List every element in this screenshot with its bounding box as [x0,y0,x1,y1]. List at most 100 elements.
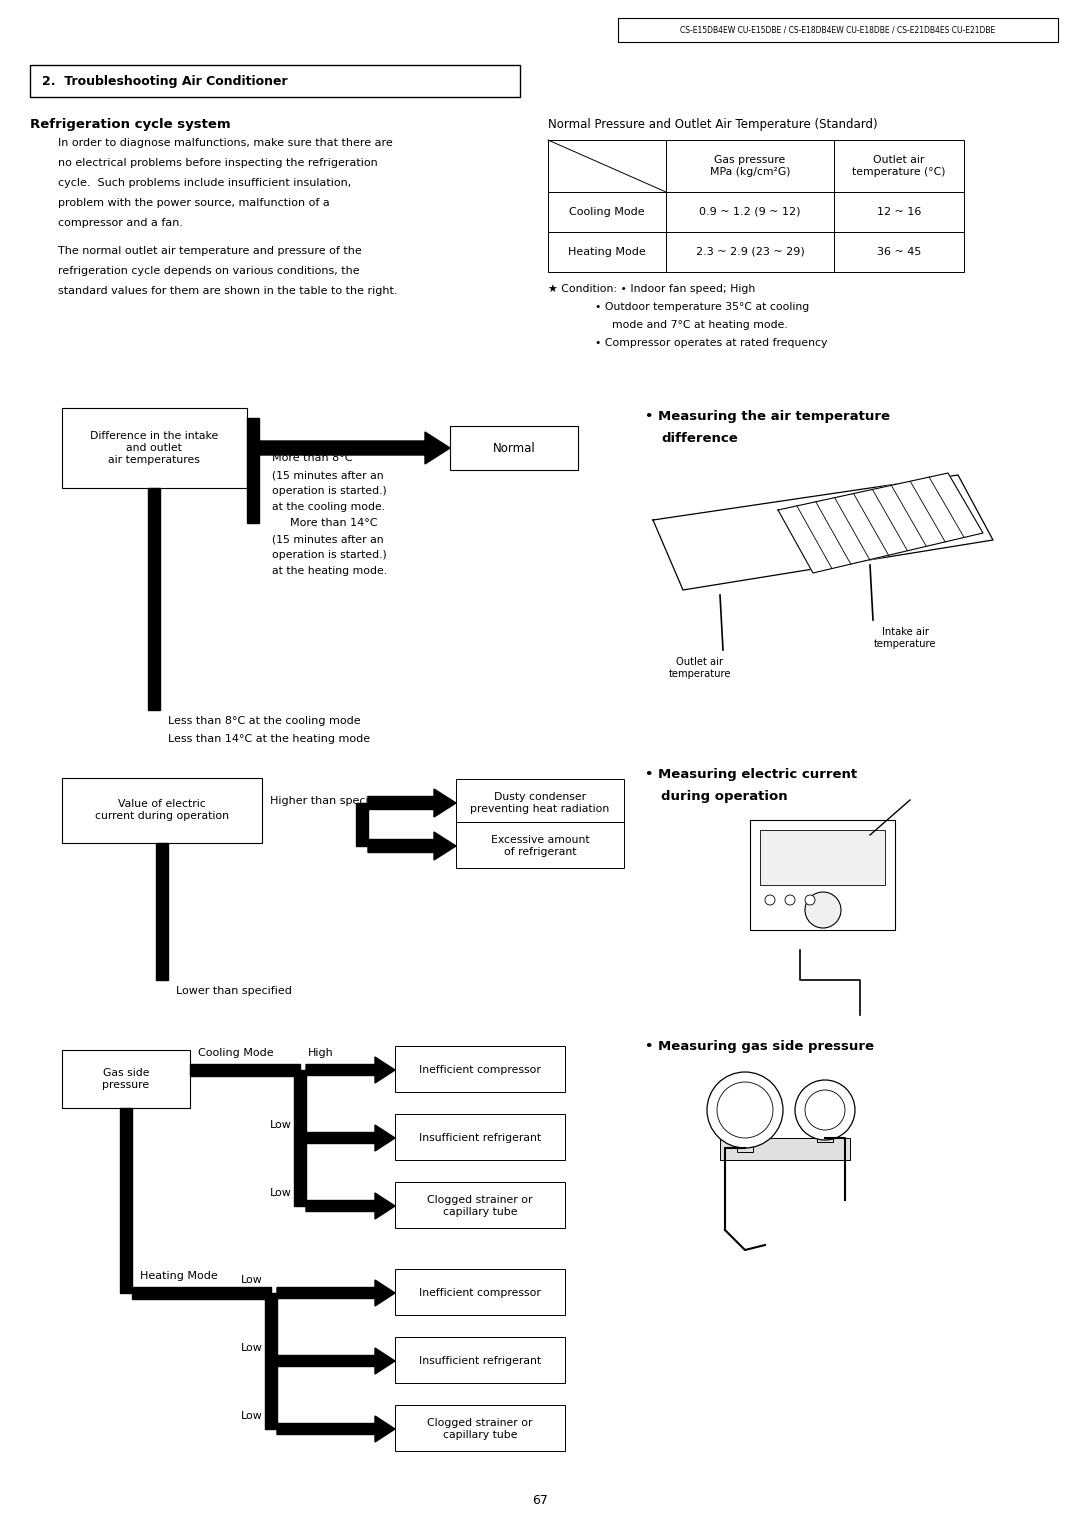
Polygon shape [148,487,160,711]
Text: CS-E15DB4EW CU-E15DBE / CS-E18DB4EW CU-E18DBE / CS-E21DB4ES CU-E21DBE: CS-E15DB4EW CU-E15DBE / CS-E18DB4EW CU-E… [680,26,996,35]
Text: 2.3 ~ 2.9 (23 ~ 29): 2.3 ~ 2.9 (23 ~ 29) [696,248,805,257]
Text: refrigeration cycle depends on various conditions, the: refrigeration cycle depends on various c… [58,266,360,277]
FancyArrow shape [306,1125,395,1151]
Text: 0.9 ~ 1.2 (9 ~ 12): 0.9 ~ 1.2 (9 ~ 12) [699,206,800,217]
Text: More than 14°C: More than 14°C [291,518,378,529]
Bar [666,141,834,193]
Text: (15 minutes after an: (15 minutes after an [272,533,383,544]
Text: Normal Pressure and Outlet Air Temperature (Standard): Normal Pressure and Outlet Air Temperatu… [548,118,878,131]
Text: cycle.  Such problems include insufficient insulation,: cycle. Such problems include insufficien… [58,177,351,188]
Bar [395,1114,565,1160]
Text: • Compressor operates at rated frequency: • Compressor operates at rated frequency [595,338,827,348]
Bar [456,779,624,825]
Bar [395,1337,565,1383]
Text: at the heating mode.: at the heating mode. [272,565,387,576]
Text: Refrigeration cycle system: Refrigeration cycle system [30,118,231,131]
Circle shape [717,1082,773,1138]
Bar [395,1183,565,1229]
Polygon shape [132,1287,271,1299]
Polygon shape [120,1108,132,1293]
Text: • Measuring electric current: • Measuring electric current [645,769,858,781]
Text: during operation: during operation [661,790,787,804]
FancyArrow shape [276,1280,395,1306]
Polygon shape [156,843,168,979]
FancyArrow shape [276,1348,395,1374]
Circle shape [707,1073,783,1148]
Text: Value of electric
current during operation: Value of electric current during operati… [95,799,229,821]
Bar [816,1134,833,1141]
Bar [62,408,247,487]
Bar [548,193,666,232]
Text: 67: 67 [532,1493,548,1507]
Text: mode and 7°C at heating mode.: mode and 7°C at heating mode. [612,319,787,330]
Text: Low: Low [270,1187,292,1198]
Bar [548,232,666,272]
Circle shape [805,1089,845,1131]
Text: More than 8°C: More than 8°C [272,452,352,463]
Polygon shape [356,804,368,847]
Text: operation is started.): operation is started.) [272,486,387,497]
Text: Cooling Mode: Cooling Mode [198,1048,273,1057]
Text: Dusty condenser
preventing heat radiation: Dusty condenser preventing heat radiatio… [471,792,609,814]
Text: Low: Low [241,1343,262,1352]
Text: Inefficient compressor: Inefficient compressor [419,1065,541,1076]
Bar [62,778,262,843]
Bar [618,18,1058,41]
Text: Intake air
temperature: Intake air temperature [874,626,936,648]
Text: Clogged strainer or
capillary tube: Clogged strainer or capillary tube [428,1195,532,1216]
Text: 36 ~ 45: 36 ~ 45 [877,248,921,257]
Text: Heating Mode: Heating Mode [140,1271,218,1280]
Circle shape [795,1080,855,1140]
Circle shape [805,892,841,927]
Bar [666,193,834,232]
Text: Cooling Mode: Cooling Mode [569,206,645,217]
Bar [395,1406,565,1452]
Text: In order to diagnose malfunctions, make sure that there are: In order to diagnose malfunctions, make … [58,138,393,148]
Bar [62,1050,190,1108]
Text: High: High [308,1048,334,1057]
Bar [30,66,519,96]
Text: 12 ~ 16: 12 ~ 16 [877,206,921,217]
Circle shape [785,895,795,905]
Text: Low: Low [241,1410,262,1421]
Text: Clogged strainer or
capillary tube: Clogged strainer or capillary tube [428,1418,532,1439]
Bar [666,232,834,272]
Bar [834,232,964,272]
Circle shape [805,895,815,905]
Text: • Outdoor temperature 35°C at cooling: • Outdoor temperature 35°C at cooling [595,303,809,312]
Text: Inefficient compressor: Inefficient compressor [419,1288,541,1297]
Circle shape [765,895,775,905]
Text: Outlet air
temperature (°C): Outlet air temperature (°C) [852,156,946,177]
Bar [834,193,964,232]
Text: at the cooling mode.: at the cooling mode. [272,503,386,512]
Text: Heating Mode: Heating Mode [568,248,646,257]
Text: Difference in the intake
and outlet
air temperatures: Difference in the intake and outlet air … [90,431,218,465]
Bar [548,141,666,193]
FancyArrow shape [259,432,450,465]
Text: Higher than specified: Higher than specified [270,796,390,805]
Polygon shape [778,474,983,573]
Bar [395,1047,565,1093]
Text: Excessive amount
of refrigerant: Excessive amount of refrigerant [490,836,590,857]
Bar [456,822,624,868]
Text: Gas side
pressure: Gas side pressure [103,1068,149,1089]
Text: standard values for them are shown in the table to the right.: standard values for them are shown in th… [58,286,397,296]
Text: Outlet air
temperature: Outlet air temperature [669,657,731,678]
Bar [737,1144,753,1152]
FancyArrow shape [306,1057,395,1083]
Text: Insufficient refrigerant: Insufficient refrigerant [419,1355,541,1366]
Text: Less than 8°C at the cooling mode: Less than 8°C at the cooling mode [168,717,361,726]
FancyArrow shape [306,1193,395,1219]
Text: • Measuring the air temperature: • Measuring the air temperature [645,410,890,423]
Bar [720,1138,850,1160]
Text: • Measuring gas side pressure: • Measuring gas side pressure [645,1041,874,1053]
FancyArrow shape [368,788,456,817]
Text: compressor and a fan.: compressor and a fan. [58,219,183,228]
FancyArrow shape [276,1416,395,1442]
Text: ★ Condition: • Indoor fan speed; High: ★ Condition: • Indoor fan speed; High [548,284,755,293]
Text: (15 minutes after an: (15 minutes after an [272,471,383,480]
Text: no electrical problems before inspecting the refrigeration: no electrical problems before inspecting… [58,157,378,168]
Text: Normal: Normal [492,442,536,454]
FancyArrow shape [368,833,456,860]
Text: Gas pressure
MPa (kg/cm²G): Gas pressure MPa (kg/cm²G) [710,156,791,177]
